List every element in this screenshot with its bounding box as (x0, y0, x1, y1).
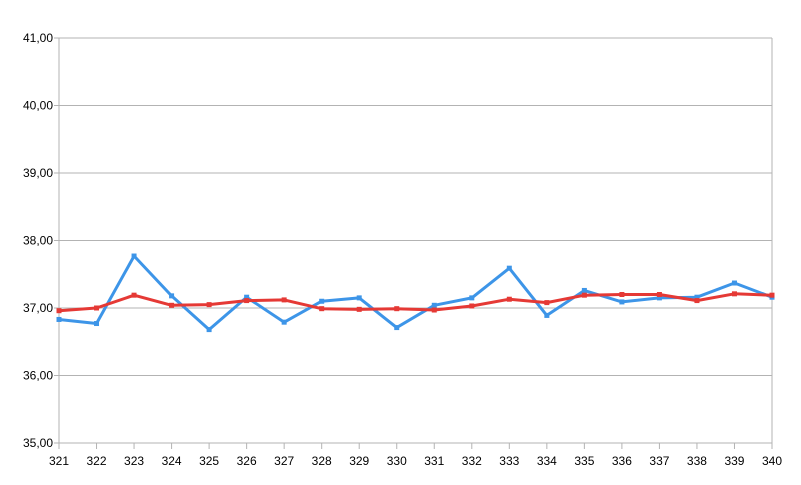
y-tick-label: 41,00 (23, 31, 53, 45)
series-group (56, 253, 775, 333)
series-1-point (281, 319, 287, 325)
y-tick-label: 39,00 (23, 166, 53, 180)
x-tick-label: 321 (49, 454, 69, 468)
series-1-point (131, 253, 137, 259)
series-2-point (694, 298, 700, 304)
series-2-point (506, 296, 512, 302)
x-tick-label: 322 (87, 454, 107, 468)
axes (54, 37, 773, 449)
y-tick-label: 36,00 (23, 369, 53, 383)
x-axis-tick-labels: 321 322 323 324 325 326 327 328 329 330 331 332 333 3… (49, 454, 782, 468)
series-1-point (619, 299, 625, 305)
series-1-point (394, 325, 400, 331)
series-1-point (431, 302, 437, 308)
series-1-point (506, 265, 512, 271)
x-tick-label: 327 (274, 454, 294, 468)
series-2-point (281, 297, 287, 303)
x-tick-label: 335 (574, 454, 594, 468)
series-2-point (731, 291, 737, 297)
series-2-point (94, 305, 100, 311)
series-1-point (694, 294, 700, 300)
series-1-point (544, 312, 550, 318)
series-2-point (169, 302, 175, 308)
x-tick-label: 324 (162, 454, 182, 468)
series-2-point (319, 306, 325, 312)
series-1-point (169, 293, 175, 299)
series-1-point (656, 295, 662, 301)
series-2-point (356, 306, 362, 312)
series-1-point (469, 295, 475, 301)
series-2-point (244, 298, 250, 304)
y-tick-label: 38,00 (23, 234, 53, 248)
x-tick-label: 330 (387, 454, 407, 468)
series-2-point (656, 292, 662, 297)
series-2-point (131, 292, 137, 298)
y-tick-label: 37,00 (23, 301, 53, 315)
series-2-point (544, 300, 550, 306)
series-1-point (94, 321, 100, 327)
x-tick-label: 332 (462, 454, 482, 468)
x-tick-label: 340 (762, 454, 782, 468)
x-tick-label: 334 (537, 454, 557, 468)
x-tick-label: 329 (349, 454, 369, 468)
series-2-point (206, 302, 212, 308)
series-2-line (58, 292, 773, 313)
series-1-point (206, 327, 212, 333)
series-2-point (769, 292, 775, 298)
series-2-point (469, 303, 475, 309)
x-tick-label: 337 (649, 454, 669, 468)
x-tick-label: 331 (424, 454, 444, 468)
x-tick-label: 326 (237, 454, 257, 468)
x-tick-label: 328 (312, 454, 332, 468)
series-2-point (56, 308, 62, 314)
y-tick-label: 40,00 (23, 99, 53, 113)
series-1-point (731, 280, 737, 286)
x-tick-label: 323 (124, 454, 144, 468)
x-tick-label: 338 (687, 454, 707, 468)
x-tick-label: 333 (499, 454, 519, 468)
series-2-point (581, 292, 587, 298)
x-tick-label: 336 (612, 454, 632, 468)
x-tick-label: 325 (199, 454, 219, 468)
series-1-point (356, 295, 362, 301)
series-1-point (56, 316, 62, 322)
series-1-line (58, 254, 773, 332)
series-1-point (319, 298, 325, 304)
series-1 (56, 253, 775, 333)
y-axis-tick-labels: 35,00 36,00 37,00 38,00 39,00 40,00 41,00 (23, 31, 53, 450)
series-2-point (619, 292, 625, 297)
series-2 (56, 291, 775, 314)
series-1-point (244, 294, 250, 300)
series-2-point (431, 307, 437, 313)
gridlines (59, 37, 772, 376)
x-tick-label: 339 (724, 454, 744, 468)
series-1-point (581, 287, 587, 293)
y-tick-label: 35,00 (23, 436, 53, 450)
series-2-point (394, 306, 400, 312)
